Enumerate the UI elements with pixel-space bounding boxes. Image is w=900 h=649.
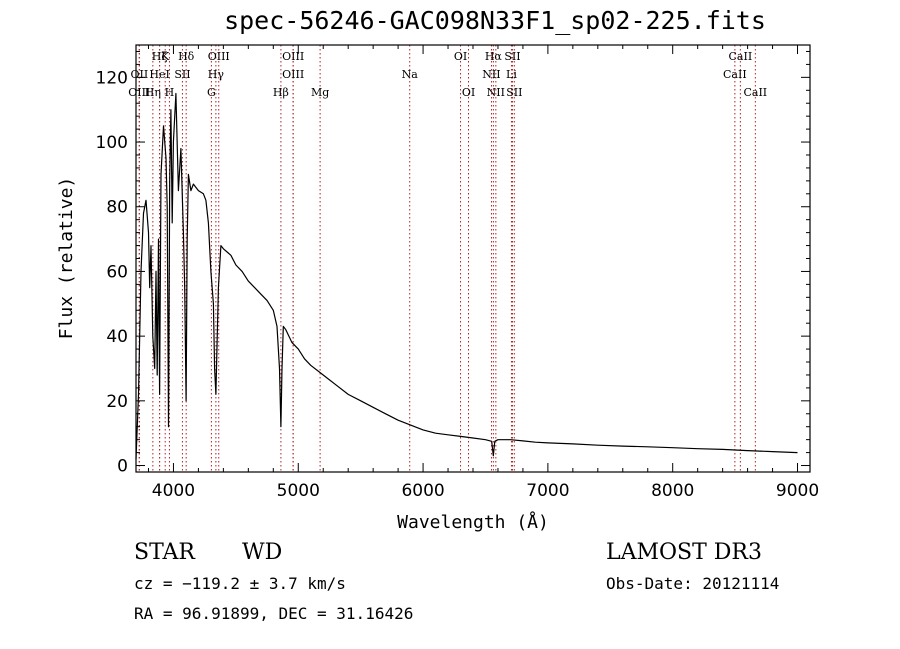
x-tick-label-5000: 5000 — [277, 481, 320, 501]
line-label-1: K — [161, 50, 170, 63]
survey-name: LAMOST DR3 — [606, 540, 762, 565]
line-label-22: Hβ — [273, 86, 289, 99]
line-label-24: OI — [462, 86, 475, 99]
plot-frame — [135, 44, 811, 473]
line-label-8: CaII — [729, 50, 753, 63]
line-label-4: OIII — [282, 50, 304, 63]
line-label-10: HeI — [149, 68, 169, 81]
line-label-11: SII — [174, 68, 190, 81]
y-tick-label-60: 60 — [106, 262, 128, 282]
line-label-20: H — [165, 86, 175, 99]
line-label-3: OIII — [208, 50, 230, 63]
line-label-16: Li — [506, 68, 517, 81]
y-axis-label: Flux (relative) — [56, 177, 77, 340]
y-tick-label-20: 20 — [106, 392, 128, 412]
line-label-12: Hγ — [208, 68, 225, 81]
x-tick-label-7000: 7000 — [526, 481, 569, 501]
line-label-19: Hη — [145, 86, 161, 99]
plot-title: spec-56246-GAC098N33F1_sp02-225.fits — [224, 6, 766, 35]
line-label-6: Hα — [485, 50, 503, 63]
line-label-18: OIII — [128, 86, 150, 99]
line-label-9: OII — [131, 68, 149, 81]
line-label-27: CaII — [743, 86, 767, 99]
line-label-17: CaII — [723, 68, 747, 81]
line-label-15: NII — [482, 68, 500, 81]
sky-coordinates: RA = 96.91899, DEC = 31.16426 — [134, 604, 414, 623]
spectrum-line — [135, 92, 798, 460]
y-tick-label-80: 80 — [106, 198, 128, 218]
x-axis-label: Wavelength (Å) — [397, 511, 549, 533]
object-class: STAR — [134, 540, 195, 565]
y-tick-label-100: 100 — [96, 133, 128, 153]
y-tick-label-40: 40 — [106, 327, 128, 347]
line-label-13: OIII — [282, 68, 304, 81]
x-axis-ticks: 4000 5000 6000 7000 8000 9000 — [147, 45, 819, 501]
x-tick-label-9000: 9000 — [776, 481, 819, 501]
line-label-23: Mg — [311, 86, 329, 99]
x-tick-label-8000: 8000 — [651, 481, 694, 501]
line-label-26: SII — [506, 86, 522, 99]
line-label-25: NII — [487, 86, 505, 99]
y-tick-label-0: 0 — [117, 457, 128, 477]
line-label-14: Na — [402, 68, 419, 81]
line-label-2: Hδ — [178, 50, 195, 63]
spectral-line-markers — [138, 45, 756, 472]
redshift-velocity: cz = −119.2 ± 3.7 km/s — [134, 574, 346, 593]
x-tick-label-4000: 4000 — [152, 481, 195, 501]
line-label-0: Hζ — [152, 50, 168, 63]
line-label-5: OI — [454, 50, 467, 63]
observation-date: Obs-Date: 20121114 — [606, 574, 780, 593]
line-label-7: SII — [504, 50, 520, 63]
object-subclass: WD — [242, 540, 283, 565]
x-tick-label-6000: 6000 — [401, 481, 444, 501]
line-label-21: G — [207, 86, 216, 99]
y-axis-ticks: 0 20 40 60 80 100 120 — [96, 50, 810, 477]
y-tick-label-120: 120 — [96, 68, 128, 88]
